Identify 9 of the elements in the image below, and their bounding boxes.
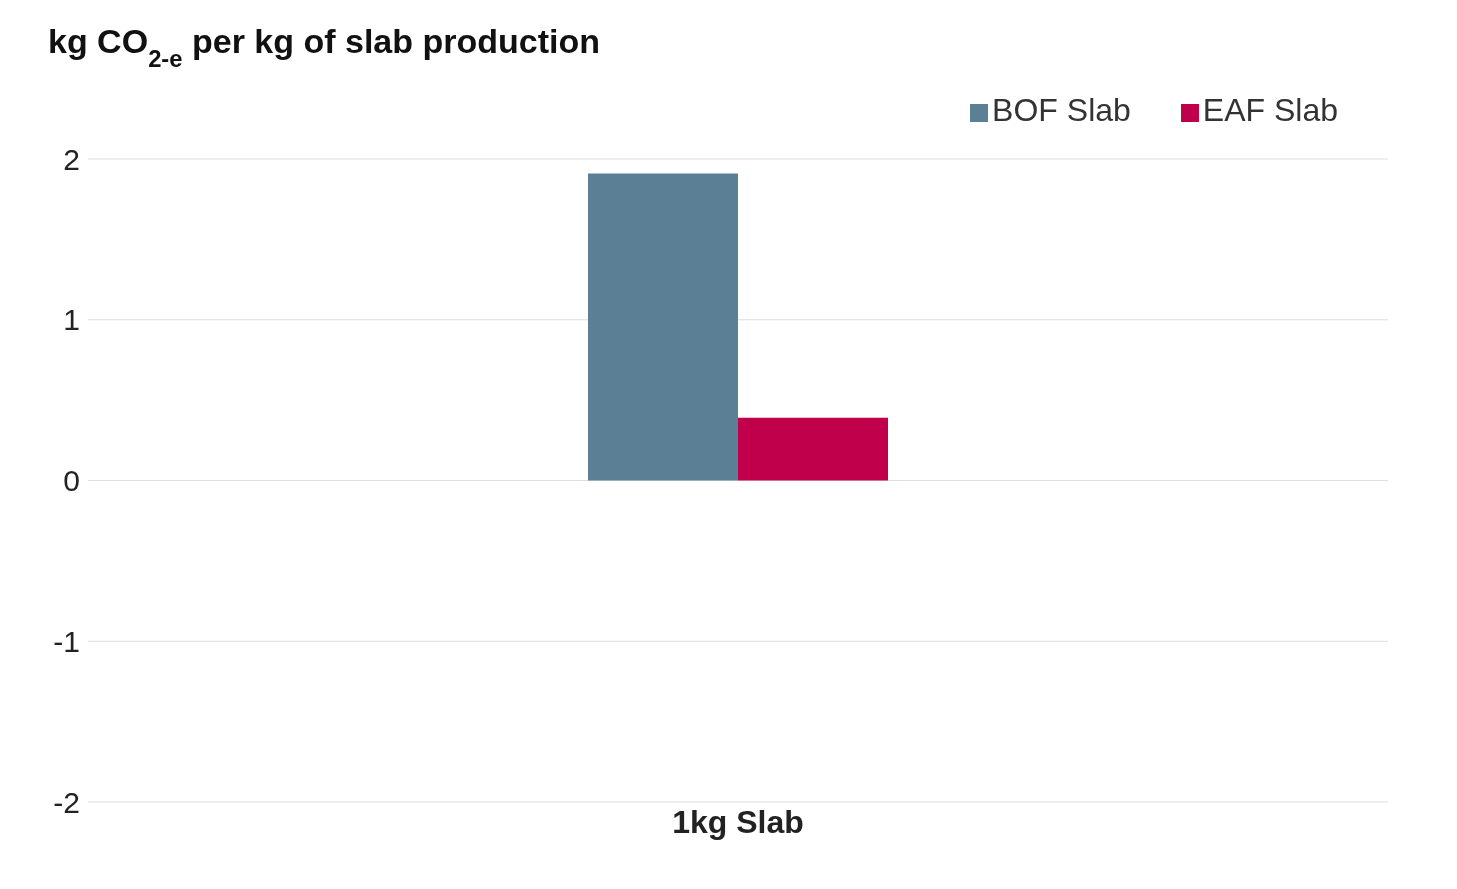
y-tick-label: 0 [63,464,80,498]
y-tick-label: -2 [53,785,80,819]
legend-label: EAF Slab [1202,92,1338,128]
x-tick-label: 1kg Slab [672,803,804,840]
y-tick-label: 1 [63,303,80,337]
y-tick-label: 2 [63,142,80,176]
chart-title: kg CO$_{2-e}$ per kg of slab production [48,22,600,72]
legend-label: BOF Slab [992,92,1131,128]
y-tick-label: -1 [53,624,80,658]
